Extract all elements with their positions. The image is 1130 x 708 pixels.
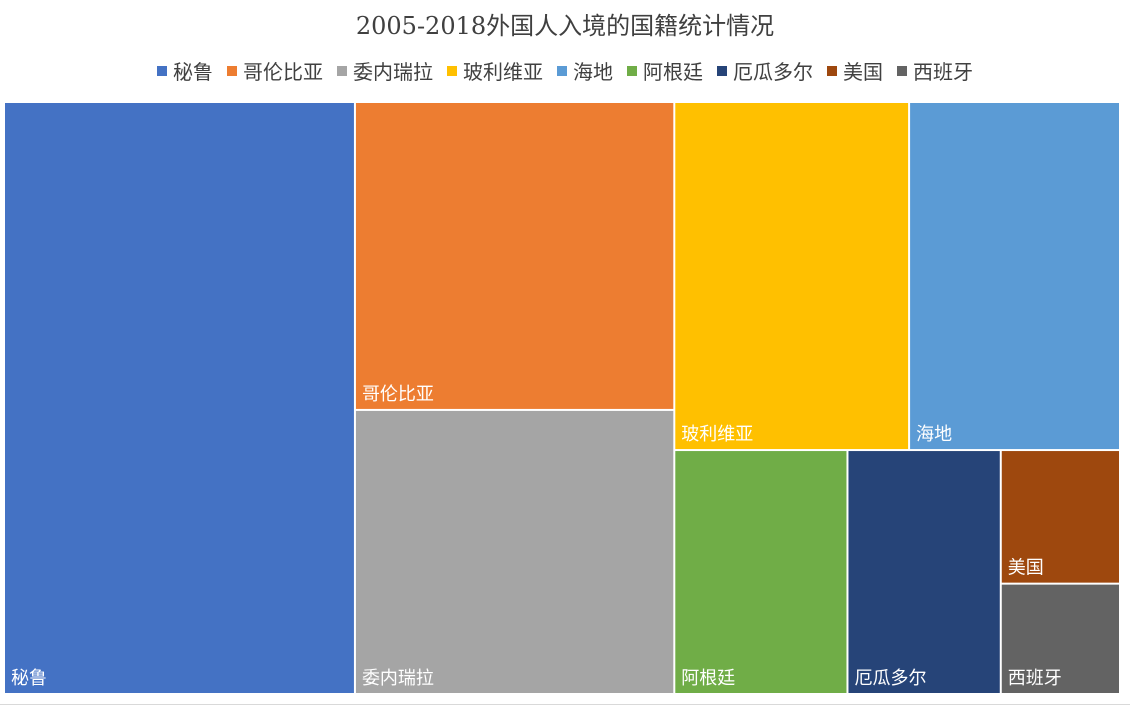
treemap-tile: 玻利维亚 (675, 103, 909, 450)
treemap-tile: 秘鲁 (5, 103, 354, 693)
treemap-tile: 西班牙 (1001, 584, 1119, 693)
legend-item: 委内瑞拉 (337, 56, 433, 85)
legend-swatch (157, 65, 167, 76)
treemap-tile-label: 海地 (916, 424, 952, 445)
legend-item: 哥伦比亚 (227, 56, 323, 85)
legend-item: 海地 (557, 56, 613, 85)
legend-item: 西班牙 (897, 56, 973, 85)
treemap-tile-rect (355, 410, 674, 693)
legend-swatch (827, 65, 837, 76)
treemap-tile-rect (5, 103, 354, 693)
legend-label: 海地 (573, 60, 613, 84)
treemap-tile-label: 哥伦比亚 (362, 384, 434, 405)
treemap-tile-label: 阿根廷 (681, 668, 735, 689)
chart-legend: 秘鲁 哥伦比亚 委内瑞拉 玻利维亚 海地 阿根廷 厄瓜多尔 美国 西班牙 (0, 56, 1130, 85)
treemap-tile-label: 秘鲁 (11, 668, 47, 689)
treemap-tile-label: 西班牙 (1008, 668, 1062, 689)
treemap-tile-label: 厄瓜多尔 (854, 668, 926, 689)
legend-label: 秘鲁 (173, 60, 213, 84)
treemap-tile-label: 玻利维亚 (681, 424, 753, 445)
treemap-tile-label: 美国 (1008, 558, 1044, 579)
legend-swatch (227, 65, 237, 76)
legend-label: 哥伦比亚 (243, 60, 323, 84)
treemap-tile: 委内瑞拉 (355, 410, 674, 693)
legend-label: 委内瑞拉 (353, 60, 433, 84)
treemap-tile: 厄瓜多尔 (848, 451, 1000, 693)
treemap-tile-rect (355, 103, 674, 409)
treemap-tile-rect (675, 451, 847, 693)
legend-label: 阿根廷 (643, 60, 703, 84)
legend-swatch (557, 65, 567, 76)
legend-label: 美国 (843, 60, 883, 84)
treemap-tile: 美国 (1001, 451, 1119, 583)
legend-swatch (897, 65, 907, 76)
chart-bottom-border (0, 704, 1130, 705)
legend-item: 阿根廷 (627, 56, 703, 85)
treemap-tile: 海地 (910, 103, 1119, 450)
chart-title: 2005-2018外国人入境的国籍统计情况 (355, 12, 775, 40)
legend-item: 厄瓜多尔 (717, 56, 813, 85)
treemap-tile-rect (675, 103, 909, 450)
legend-label: 西班牙 (913, 60, 973, 84)
legend-item: 玻利维亚 (447, 56, 543, 85)
treemap-tile: 哥伦比亚 (355, 103, 674, 409)
legend-swatch (447, 65, 457, 76)
treemap-tile-rect (848, 451, 1000, 693)
treemap-tile-rect (1001, 451, 1119, 583)
legend-swatch (627, 65, 637, 76)
treemap-tile-label: 委内瑞拉 (362, 668, 434, 689)
legend-swatch (337, 65, 347, 76)
legend-label: 玻利维亚 (463, 60, 543, 84)
legend-label: 厄瓜多尔 (733, 60, 813, 84)
legend-item: 美国 (827, 56, 883, 85)
treemap-tile-rect (910, 103, 1119, 450)
treemap-tile-rect (1001, 584, 1119, 693)
legend-item: 秘鲁 (157, 56, 213, 85)
legend-swatch (717, 65, 727, 76)
treemap-tile: 阿根廷 (675, 451, 847, 693)
